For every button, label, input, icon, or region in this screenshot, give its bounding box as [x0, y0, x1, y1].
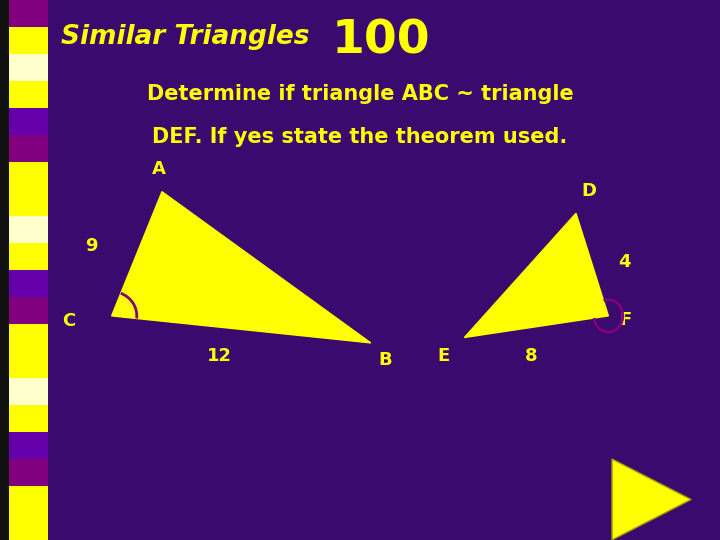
Bar: [9, 378, 48, 405]
Text: E: E: [438, 347, 450, 364]
Text: Similar Triangles: Similar Triangles: [61, 24, 310, 50]
Text: 4: 4: [618, 253, 630, 271]
Bar: [9, 405, 48, 432]
Text: 12: 12: [207, 347, 232, 364]
Bar: [9, 351, 48, 378]
Text: F: F: [619, 310, 631, 329]
Polygon shape: [464, 213, 608, 338]
Bar: [9, 81, 48, 108]
Text: DEF. If yes state the theorem used.: DEF. If yes state the theorem used.: [153, 127, 567, 147]
Bar: [9, 54, 48, 81]
Bar: [9, 324, 48, 351]
Bar: [9, 189, 48, 216]
Polygon shape: [612, 459, 691, 540]
Bar: [9, 513, 48, 540]
Text: 8: 8: [525, 347, 538, 364]
Bar: [9, 459, 48, 486]
Bar: [9, 432, 48, 459]
Bar: [9, 216, 48, 243]
Bar: [9, 270, 48, 297]
Bar: [9, 108, 48, 135]
Bar: [9, 135, 48, 162]
Bar: [9, 27, 48, 54]
Text: C: C: [63, 312, 76, 330]
Bar: [9, 0, 48, 27]
Bar: [0, 0, 9, 540]
Text: 100: 100: [331, 19, 430, 64]
Bar: [9, 297, 48, 324]
Bar: [9, 486, 48, 513]
Polygon shape: [112, 192, 371, 343]
Text: 9: 9: [85, 237, 97, 255]
Text: D: D: [582, 182, 597, 200]
Bar: [9, 243, 48, 270]
Text: A: A: [151, 160, 166, 178]
Text: B: B: [378, 351, 392, 369]
Text: Determine if triangle ABC ~ triangle: Determine if triangle ABC ~ triangle: [147, 84, 573, 104]
Bar: [9, 162, 48, 189]
